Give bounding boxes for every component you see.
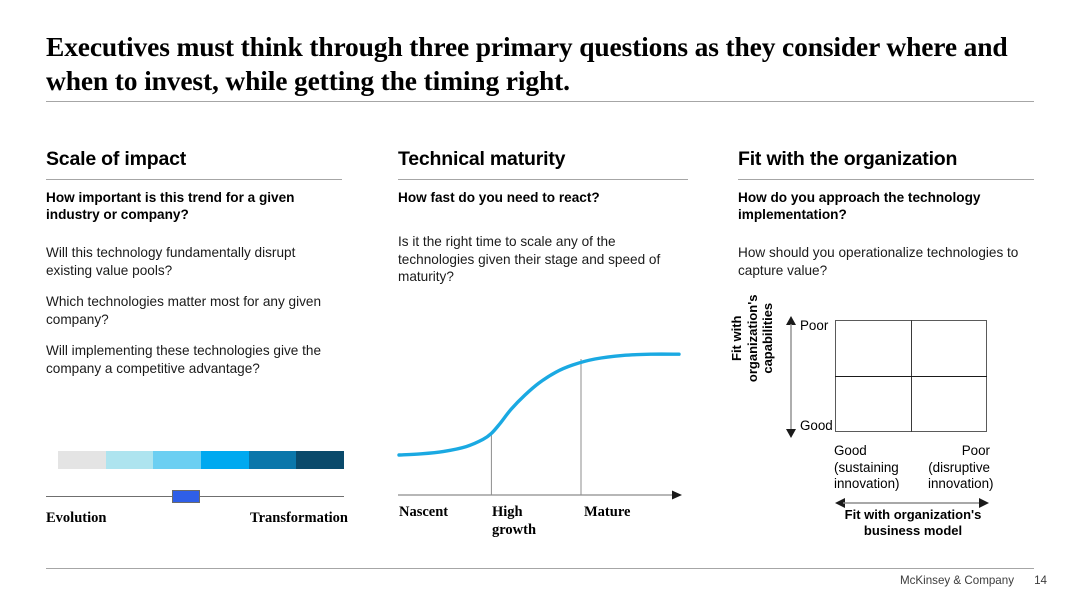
column-3-heading: Fit with the organization <box>738 148 958 170</box>
column-scale-of-impact: Scale of impact How important is this tr… <box>46 148 342 377</box>
column-2-question-1: Is it the right time to scale any of the… <box>398 234 661 284</box>
matrix-horizontal-divider <box>835 376 987 377</box>
column-2-divider <box>398 179 688 180</box>
slider-thumb[interactable] <box>172 490 201 503</box>
maturity-s-curve-chart <box>396 330 688 505</box>
arrow-down-icon <box>786 429 796 438</box>
s-curve-line <box>397 352 681 457</box>
matrix-y-axis-label: Fit with organization's capabilities <box>728 294 775 383</box>
matrix-x-tick-left-line-2: (sustaining <box>834 459 899 475</box>
gradient-segment-4 <box>201 451 249 469</box>
column-3-divider <box>738 179 1034 180</box>
stage-label-high-growth: High growth <box>492 504 537 538</box>
arrow-up-icon <box>786 316 796 325</box>
matrix-x-tick-right: Poor (disruptive innovation) <box>928 443 994 493</box>
column-technical-maturity: Technical maturity How fast do you need … <box>398 148 688 286</box>
matrix-y-axis-arrow <box>786 316 796 438</box>
gradient-segment-3 <box>153 451 202 469</box>
stage-label-mature: Mature <box>584 504 631 520</box>
footer-brand: McKinsey & Company <box>899 574 1014 587</box>
column-2-heading: Technical maturity <box>398 148 566 170</box>
matrix-x-tick-left-line-1: Good <box>834 443 867 458</box>
arrow-right-icon <box>979 498 989 508</box>
column-fit-with-organization: Fit with the organization How do you app… <box>738 148 1034 279</box>
matrix-x-tick-right-line-3: innovation) <box>928 476 994 491</box>
column-1-subheading: How important is this trend for a given … <box>46 190 295 222</box>
column-2-subheading: How fast do you need to react? <box>398 190 600 205</box>
matrix-x-tick-right-line-1: Poor <box>961 443 990 458</box>
organization-fit-matrix: Fit with organization's capabilities Poo… <box>729 294 1038 555</box>
matrix-x-tick-left: Good (sustaining innovation) <box>834 443 920 493</box>
column-1-question-3: Will implementing these technologies giv… <box>46 343 322 376</box>
matrix-x-axis-label: Fit with organization's business model <box>844 507 982 538</box>
scale-label-left: Evolution <box>46 510 107 526</box>
gradient-segment-2 <box>105 451 154 469</box>
matrix-y-tick-bottom: Good <box>800 418 833 433</box>
impact-scale-labels: Evolution Transformation <box>46 510 348 527</box>
maturity-stage-labels: Nascent High growth Mature <box>396 503 696 553</box>
matrix-x-axis-arrow <box>835 498 989 508</box>
matrix-x-tick-right-line-2: (disruptive <box>928 459 990 475</box>
matrix-y-tick-top: Poor <box>800 318 829 333</box>
column-1-question-2: Which technologies matter most for any g… <box>46 294 322 327</box>
stage-label-nascent: Nascent <box>399 504 449 520</box>
impact-slider[interactable] <box>46 487 344 507</box>
arrow-left-icon <box>835 498 845 508</box>
footer-page-number: 14 <box>1034 574 1047 587</box>
column-3-question-1: How should you operationalize technologi… <box>738 245 1019 278</box>
footer-divider <box>46 568 1034 569</box>
column-1-heading: Scale of impact <box>46 148 187 170</box>
column-1-question-1: Will this technology fundamentally disru… <box>46 245 296 278</box>
header-divider <box>46 101 1034 102</box>
impact-gradient-scale <box>58 451 345 469</box>
arrow-right-icon <box>672 490 682 500</box>
scale-label-right: Transformation <box>249 510 348 526</box>
matrix-x-tick-left-line-3: innovation) <box>834 476 900 491</box>
page-title: Executives must think through three prim… <box>46 31 1008 97</box>
column-3-subheading: How do you approach the technology imple… <box>738 190 981 222</box>
gradient-segment-1 <box>58 451 106 469</box>
s-curve-svg <box>397 352 682 500</box>
gradient-segment-5 <box>248 451 297 469</box>
column-1-divider <box>46 179 342 180</box>
gradient-segment-6 <box>296 451 345 469</box>
